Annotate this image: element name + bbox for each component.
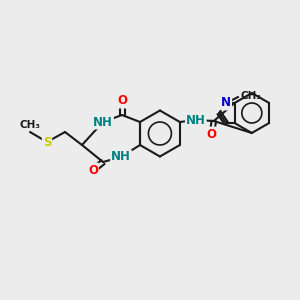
Text: O: O <box>117 94 127 107</box>
Text: NH: NH <box>93 116 113 128</box>
Text: N: N <box>221 97 231 110</box>
Text: NH: NH <box>111 151 131 164</box>
Text: NH: NH <box>186 113 206 127</box>
Text: CH₃: CH₃ <box>20 120 40 130</box>
Text: CH₃: CH₃ <box>240 91 261 101</box>
Text: O: O <box>88 164 98 176</box>
Text: O: O <box>207 128 217 140</box>
Text: S: S <box>43 136 51 148</box>
